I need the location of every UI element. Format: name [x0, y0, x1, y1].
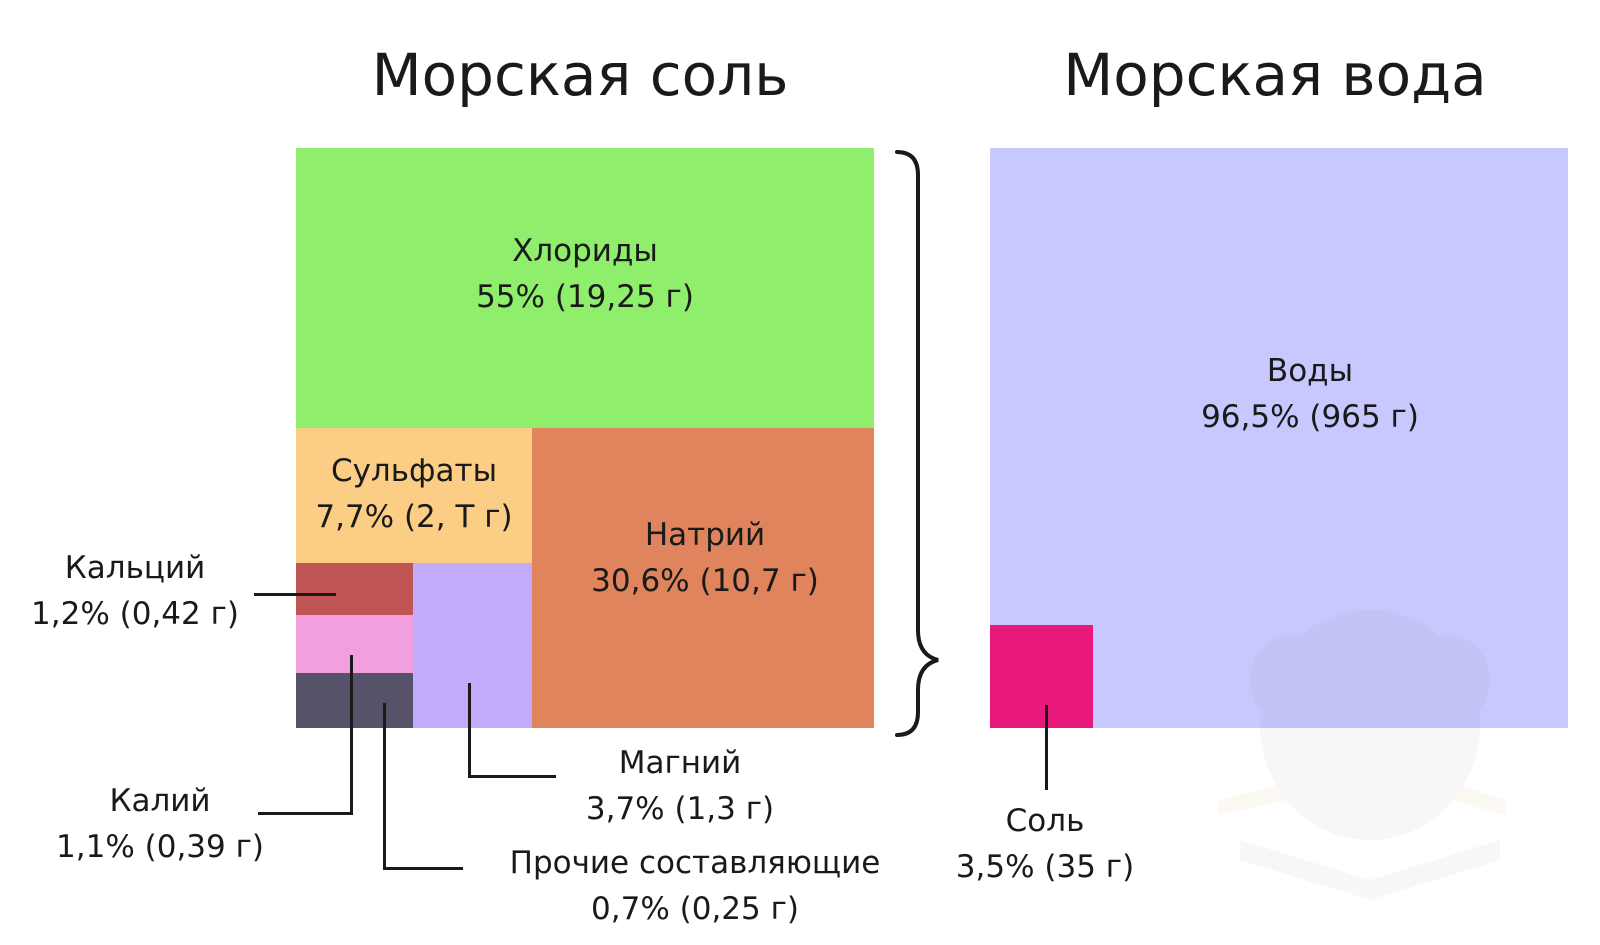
curly-brace [895, 150, 939, 737]
label-chlorides-name: Хлориды [512, 233, 658, 269]
label-potassium: Калий 1,1% (0,39 г) [50, 778, 270, 870]
label-chlorides-value: 55% (19,25 г) [476, 279, 694, 315]
leader-line-calcium [254, 593, 336, 596]
leader-line-salt [1045, 705, 1048, 790]
label-sulfates-value: 7,7% (2, Т г) [315, 499, 513, 535]
label-sulfates: Сульфаты 7,7% (2, Т г) [296, 448, 532, 540]
leader-line-other [383, 703, 386, 870]
label-calcium-name: Кальций [64, 550, 206, 586]
treemap-cell-sulfates [296, 428, 532, 563]
label-salt: Соль 3,5% (35 г) [930, 798, 1160, 890]
label-salt-value: 3,5% (35 г) [955, 849, 1135, 885]
label-other: Прочие составляющие 0,7% (0,25 г) [475, 840, 915, 932]
label-sodium: Натрий 30,6% (10,7 г) [545, 512, 865, 604]
label-potassium-value: 1,1% (0,39 г) [56, 829, 264, 865]
label-calcium: Кальций 1,2% (0,42 г) [20, 545, 250, 637]
label-magnesium-value: 3,7% (1,3 г) [585, 791, 775, 827]
treemap-cell-calcium [296, 563, 413, 615]
water-chart-title: Морская вода [1063, 41, 1487, 109]
leader-line-other [383, 867, 463, 870]
leader-line-magnesium [468, 775, 556, 778]
leader-line-potassium [350, 655, 353, 815]
label-sodium-name: Натрий [644, 517, 766, 553]
label-water-value: 96,5% (965 г) [1201, 399, 1419, 435]
label-chlorides: Хлориды 55% (19,25 г) [390, 228, 780, 320]
label-other-value: 0,7% (0,25 г) [591, 891, 799, 927]
treemap-cell-sodium [532, 428, 874, 728]
label-calcium-value: 1,2% (0,42 г) [31, 596, 239, 632]
label-water-name: Воды [1266, 353, 1354, 389]
label-water: Воды 96,5% (965 г) [1150, 348, 1470, 440]
label-sulfates-name: Сульфаты [330, 453, 498, 489]
label-magnesium-name: Магний [618, 745, 742, 781]
label-potassium-name: Калий [109, 783, 211, 819]
salt-chart-title: Морская соль [371, 41, 789, 109]
treemap-cell-potassium [296, 615, 413, 673]
treemap-cell-other [296, 673, 413, 728]
bear-watermark-icon [1218, 610, 1505, 900]
leader-line-potassium [258, 812, 353, 815]
treemap-cell-magnesium [413, 563, 532, 728]
label-salt-name: Соль [1005, 803, 1085, 839]
treemap-cell-chlorides [296, 148, 874, 428]
label-sodium-value: 30,6% (10,7 г) [591, 563, 819, 599]
treemap-cell-salt [990, 625, 1093, 728]
label-magnesium: Магний 3,7% (1,3 г) [540, 740, 820, 832]
leader-line-magnesium [468, 683, 471, 778]
label-other-name: Прочие составляющие [509, 845, 881, 881]
